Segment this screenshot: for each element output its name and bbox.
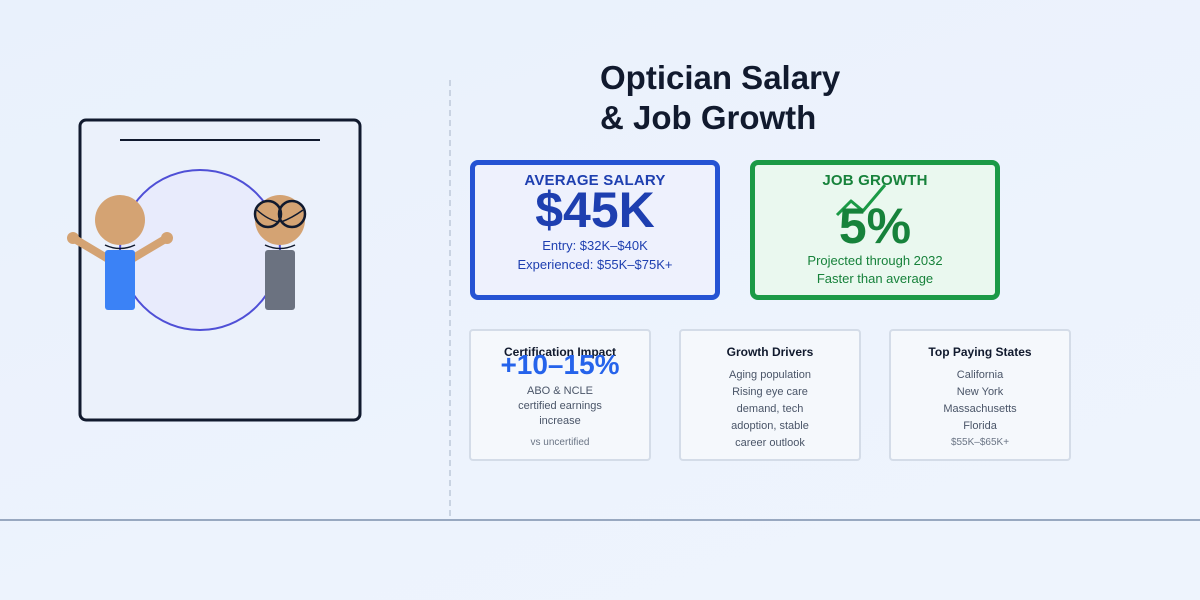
- state-item: California: [956, 369, 1004, 381]
- salary-label: AVERAGE SALARY: [524, 172, 666, 189]
- state-item: New York: [956, 386, 1004, 398]
- certification-line: ABO & NCLE: [526, 385, 594, 397]
- states-body: California New York Massachusetts Florid…: [891, 367, 1069, 435]
- trend-up-arrow-icon: [835, 184, 887, 217]
- salary-experienced: Experienced: $55K–$75K+: [517, 257, 673, 272]
- drivers-body: Aging population Rising eye care demand,…: [681, 367, 859, 452]
- states-heading: Top Paying States: [928, 345, 1032, 359]
- growth-label: JOB GROWTH: [822, 172, 928, 189]
- states-salary-note: $55K–$65K+: [950, 437, 1010, 448]
- right-figure-collar: [264, 244, 296, 250]
- salary-entry: Entry: $32K–$40K: [542, 238, 648, 253]
- title-line-1: Optician Salary: [600, 59, 841, 96]
- title-line-2: & Job Growth: [600, 99, 817, 136]
- certification-impact-card: Certification Impact +10–15% ABO & NCLE …: [469, 329, 651, 461]
- certification-note: vs uncertified: [530, 437, 590, 448]
- left-figure-left-arm: [69, 234, 114, 264]
- state-item: Florida: [963, 420, 997, 432]
- vertical-divider: [449, 80, 451, 516]
- state-item: Massachusetts: [943, 403, 1017, 415]
- growth-projection: Projected through 2032: [807, 253, 943, 268]
- growth-value: 5%: [838, 198, 912, 254]
- left-figure-collar: [104, 244, 136, 250]
- certification-line: increase: [539, 415, 581, 427]
- left-figure-head: [95, 195, 145, 245]
- growth-drivers-card: Growth Drivers Aging population Rising e…: [679, 329, 861, 461]
- certification-heading: Certification Impact: [503, 345, 617, 359]
- certification-body: ABO & NCLE certified earnings increase: [471, 384, 649, 429]
- drivers-line: Rising eye care: [732, 386, 808, 398]
- average-salary-card: AVERAGE SALARY $45K Entry: $32K–$40K Exp…: [470, 160, 720, 300]
- drivers-line: career outlook: [735, 437, 805, 449]
- page-title: Optician Salary & Job Growth: [600, 58, 1000, 138]
- top-paying-states-card: Top Paying States California New York Ma…: [889, 329, 1071, 461]
- salary-value: $45K: [535, 182, 655, 238]
- job-growth-card: JOB GROWTH 5% Projected through 2032 Fas…: [750, 160, 1000, 300]
- eyeglasses-icon: [253, 199, 307, 229]
- horizontal-divider: [0, 519, 1200, 521]
- drivers-line: adoption, stable: [731, 420, 809, 432]
- drivers-line: demand, tech: [736, 403, 804, 415]
- drivers-heading: Growth Drivers: [726, 345, 814, 359]
- right-figure-body: [265, 250, 295, 310]
- left-figure-right-arm: [126, 234, 171, 264]
- certification-line: certified earnings: [518, 400, 602, 412]
- left-figure-body: [105, 250, 135, 310]
- drivers-line: Aging population: [729, 369, 811, 381]
- optician-illustration: [67, 118, 362, 422]
- growth-comparison: Faster than average: [816, 271, 934, 286]
- certification-value: +10–15%: [500, 349, 620, 380]
